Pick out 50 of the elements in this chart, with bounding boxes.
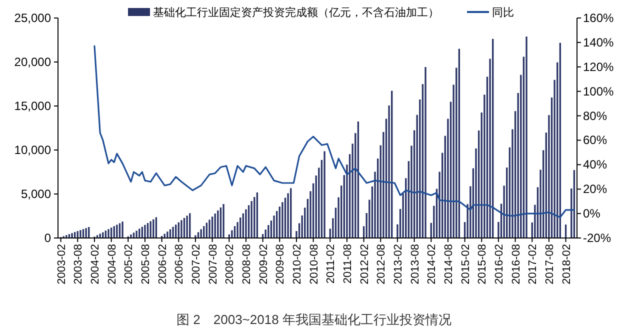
y2-tick-label: 140% (583, 35, 614, 50)
y2-tick-label: 40% (583, 158, 608, 172)
y2-tick-label: 160% (583, 11, 614, 25)
y2-tick-label: 20% (583, 182, 608, 196)
x-tick-label: 2010-08 (308, 244, 320, 284)
x-tick-label: 2013-02 (392, 244, 404, 284)
y2-tick-label: 0% (583, 206, 601, 221)
x-tick-label: 2015-02 (460, 244, 472, 284)
x-tick-label: 2008-08 (240, 244, 253, 284)
x-tick-label: 2017-02 (527, 244, 540, 284)
y-tick-label: 25,000 (14, 11, 52, 25)
y-tick-label: 5,000 (20, 187, 52, 201)
y2-tick-label: 60% (583, 133, 608, 148)
y-tick-label: 15,000 (14, 99, 52, 113)
x-tick-label: 2018-02 (560, 244, 573, 284)
y2-tick-label: 120% (583, 60, 614, 74)
x-tick-label: 2006-02 (156, 244, 169, 284)
y2-tick-label: 80% (583, 108, 608, 123)
x-tick-label: 2008-02 (224, 244, 236, 284)
legend-label: 同比 (492, 6, 514, 19)
x-tick-label: 2013-08 (409, 244, 422, 284)
x-tick-label: 2012-08 (376, 244, 388, 284)
x-tick-label: 2007-02 (190, 244, 202, 284)
x-tick-label: 2007-08 (207, 244, 220, 284)
y2-tick-label: -20% (583, 231, 612, 245)
x-tick-label: 2005-02 (123, 244, 136, 284)
x-tick-label: 2004-02 (89, 244, 102, 284)
x-tick-label: 2010-02 (291, 244, 304, 284)
y2-tick-label: 100% (583, 84, 614, 98)
x-tick-label: 2003-08 (72, 244, 85, 284)
x-tick-label: 2009-08 (274, 244, 287, 284)
x-tick-label: 2005-08 (140, 244, 152, 284)
x-tick-label: 2015-08 (476, 244, 489, 284)
y-tick-label: 0 (44, 231, 52, 245)
y-tick-label: 10,000 (14, 143, 52, 157)
x-tick-label: 2009-02 (258, 244, 270, 284)
x-tick-label: 2014-02 (426, 244, 438, 284)
text: 图 2 2003~2018 年我国基础化工行业投资情况 (176, 312, 452, 327)
x-tick-label: 2006-08 (174, 244, 186, 284)
x-tick-label: 2011-02 (325, 244, 338, 284)
y-tick-label: 20,000 (14, 55, 52, 69)
x-tick-label: 2003-02 (56, 244, 68, 284)
x-tick-label: 2017-08 (544, 244, 556, 284)
x-tick-label: 2014-08 (442, 244, 455, 284)
x-tick-label: 2016-02 (493, 244, 506, 284)
x-tick-label: 2012-02 (358, 244, 371, 284)
x-tick-label: 2011-08 (342, 244, 354, 284)
x-tick-label: 2016-08 (510, 244, 522, 284)
x-tick-label: 2004-08 (106, 244, 118, 284)
legend-label: 基础化工行业固定资产投资完成额（亿元，不含石油加工） (153, 6, 439, 19)
